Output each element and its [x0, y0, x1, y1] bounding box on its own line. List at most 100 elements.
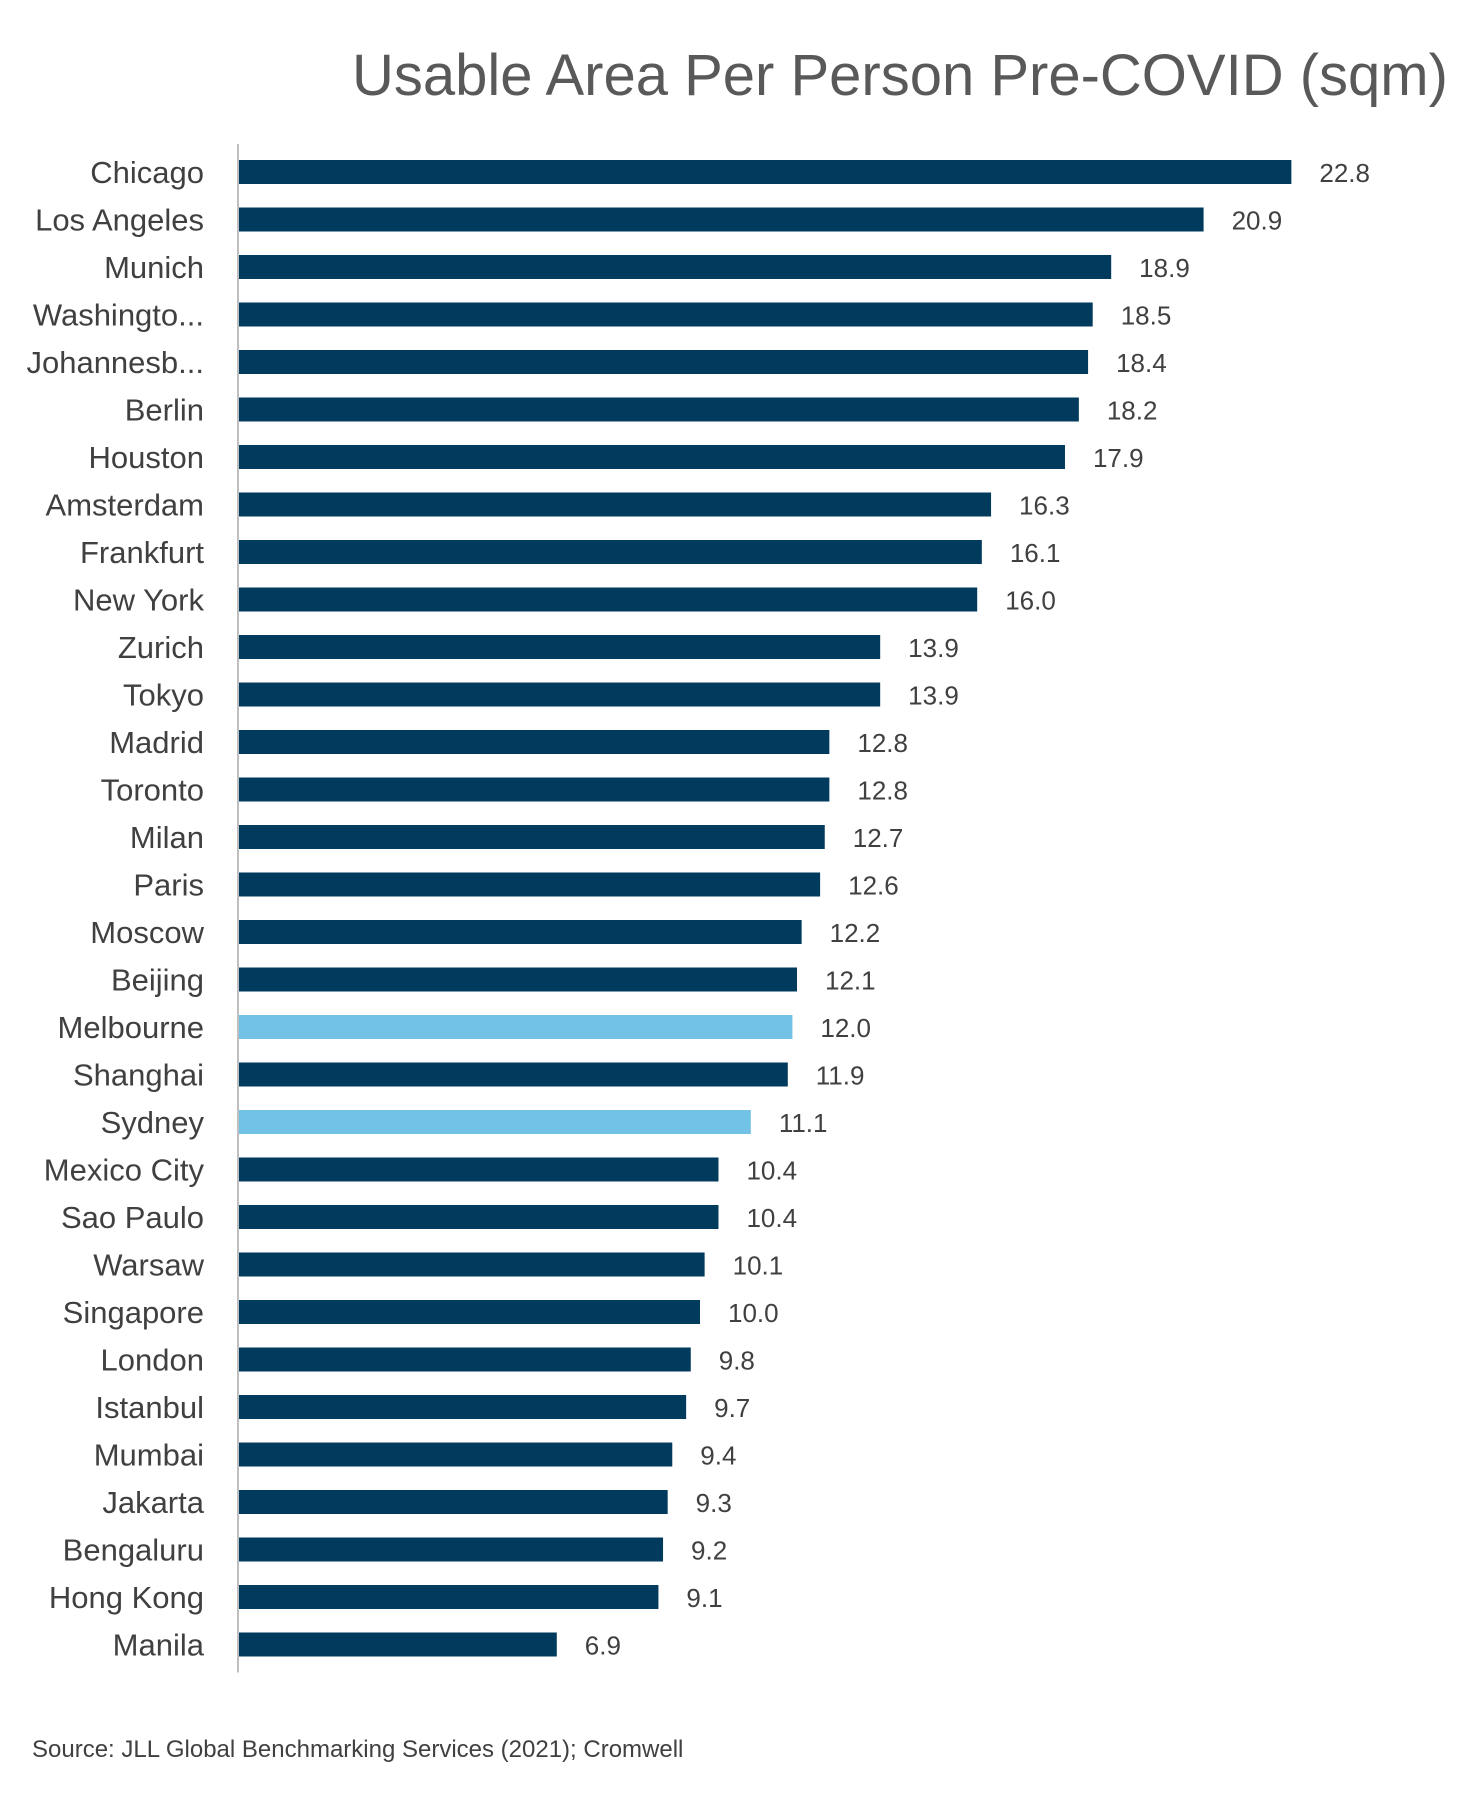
bar-munich: [238, 255, 1112, 279]
value-label: 20.9: [1232, 206, 1283, 236]
category-label: Chicago: [90, 155, 204, 190]
bar-toronto: [238, 777, 830, 802]
value-label: 10.4: [746, 1156, 797, 1186]
value-label: 12.8: [857, 776, 908, 806]
bar-jakarta: [238, 1490, 668, 1514]
bar-tokyo: [238, 682, 881, 707]
category-label: Singapore: [63, 1295, 204, 1330]
value-label: 18.5: [1121, 301, 1172, 331]
value-label: 10.4: [746, 1203, 797, 1233]
value-label: 9.4: [700, 1441, 736, 1471]
chart-title: Usable Area Per Person Pre-COVID (sqm): [352, 43, 1448, 108]
category-label: Bengaluru: [63, 1533, 204, 1568]
value-label: 9.8: [719, 1346, 755, 1376]
bar-warsaw: [238, 1252, 705, 1277]
category-label: Toronto: [101, 773, 204, 808]
category-label: Shanghai: [73, 1058, 204, 1093]
bar-singapore: [238, 1300, 700, 1324]
bar-moscow: [238, 920, 802, 944]
category-label: Zurich: [118, 630, 204, 665]
category-label: Johannesb...: [26, 345, 204, 380]
category-label: Houston: [89, 440, 204, 475]
bar-amsterdam: [238, 492, 992, 517]
category-label: London: [101, 1343, 204, 1378]
category-label: Frankfurt: [80, 535, 204, 570]
category-label: Warsaw: [93, 1248, 204, 1283]
value-labels: 22.8 20.9 18.9 18.5 18.4 18.2 17.9 16.3 16.1 16.0…: [585, 158, 1370, 1661]
value-label: 18.9: [1139, 253, 1190, 283]
source-note: Source: JLL Global Benchmarking Services…: [32, 1736, 684, 1763]
value-label: 12.8: [857, 728, 908, 758]
value-label: 9.2: [691, 1536, 727, 1566]
bar-madrid: [238, 730, 830, 754]
category-label: Manila: [113, 1628, 205, 1663]
category-label: New York: [73, 583, 204, 618]
category-label: Mumbai: [94, 1438, 204, 1473]
value-label: 11.9: [816, 1061, 865, 1091]
value-label: 12.1: [825, 966, 876, 996]
bar-sao-paulo: [238, 1205, 719, 1229]
category-label: Milan: [130, 820, 204, 855]
value-label: 11.1: [779, 1108, 828, 1138]
value-label: 10.1: [733, 1251, 784, 1281]
category-label: Mexico City: [44, 1153, 205, 1188]
category-label: Los Angeles: [35, 203, 204, 238]
bar-mexico-city: [238, 1157, 719, 1182]
category-label: Amsterdam: [46, 488, 204, 523]
bar-hong-kong: [238, 1585, 659, 1609]
bar-los-angeles: [238, 207, 1204, 232]
value-label: 12.7: [853, 823, 904, 853]
value-label: 16.1: [1010, 538, 1061, 568]
bar-frankfurt: [238, 540, 982, 564]
category-label: Jakarta: [102, 1485, 204, 1520]
bars-group: [238, 160, 1292, 1657]
bar-washingto-: [238, 302, 1093, 327]
category-label: Munich: [104, 250, 204, 285]
category-labels: Chicago Los Angeles Munich Washingto... Joha…: [26, 155, 204, 1663]
bar-manila: [238, 1632, 557, 1657]
value-label: 18.2: [1107, 396, 1158, 426]
category-label: Beijing: [111, 963, 204, 998]
value-label: 9.3: [696, 1488, 732, 1518]
bar-sydney: [238, 1110, 751, 1134]
bar-new-york: [238, 587, 978, 612]
value-label: 18.4: [1116, 348, 1167, 378]
category-label: Istanbul: [95, 1390, 204, 1425]
value-label: 9.1: [686, 1583, 722, 1613]
bar-zurich: [238, 635, 881, 659]
value-label: 22.8: [1319, 158, 1370, 188]
bar-johannesb-: [238, 350, 1089, 374]
category-label: Moscow: [90, 915, 204, 950]
value-label: 13.9: [908, 681, 959, 711]
bar-milan: [238, 825, 825, 849]
bar-paris: [238, 872, 821, 897]
bar-chicago: [238, 160, 1292, 184]
bar-istanbul: [238, 1395, 687, 1419]
category-label: Washingto...: [33, 298, 204, 333]
category-label: Madrid: [109, 725, 204, 760]
category-label: Sao Paulo: [61, 1200, 204, 1235]
value-label: 12.2: [830, 918, 881, 948]
bar-shanghai: [238, 1062, 788, 1087]
value-label: 16.0: [1005, 586, 1056, 616]
value-label: 16.3: [1019, 491, 1070, 521]
category-label: Berlin: [125, 393, 204, 428]
bar-beijing: [238, 967, 798, 992]
value-label: 6.9: [585, 1631, 621, 1661]
value-label: 12.0: [820, 1013, 871, 1043]
bar-london: [238, 1347, 691, 1372]
value-label: 13.9: [908, 633, 959, 663]
value-label: 9.7: [714, 1393, 750, 1423]
value-label: 17.9: [1093, 443, 1144, 473]
category-label: Paris: [133, 868, 204, 903]
bar-houston: [238, 445, 1065, 469]
value-label: 12.6: [848, 871, 899, 901]
bar-bengaluru: [238, 1537, 664, 1562]
category-label: Hong Kong: [49, 1580, 204, 1615]
category-label: Tokyo: [123, 678, 204, 713]
bar-berlin: [238, 397, 1079, 422]
value-label: 10.0: [728, 1298, 779, 1328]
category-label: Sydney: [101, 1105, 205, 1140]
category-label: Melbourne: [58, 1010, 204, 1045]
